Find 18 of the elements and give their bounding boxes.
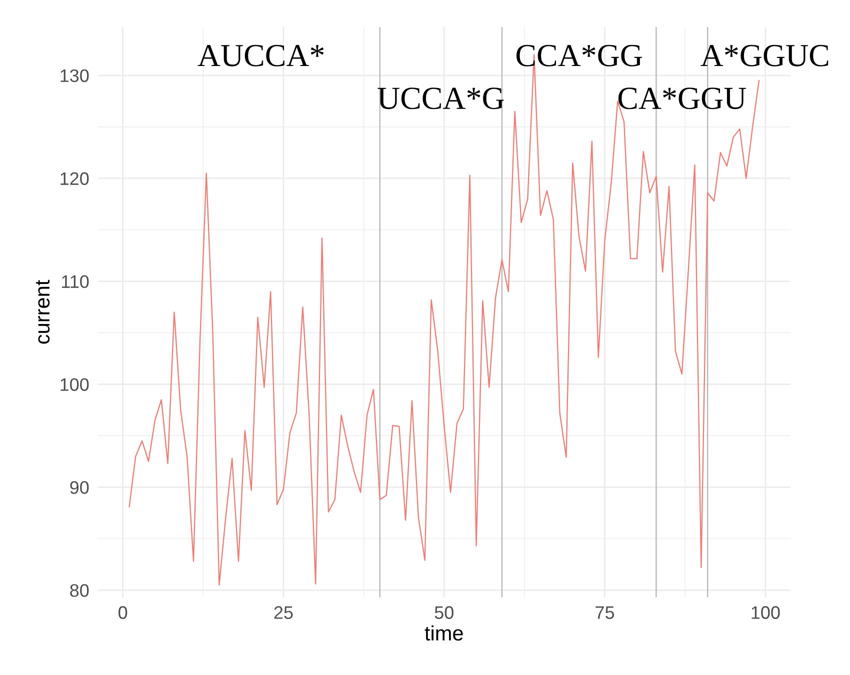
y-tick-label: 110 (62, 275, 89, 288)
y-tick-label: 80 (70, 584, 89, 597)
y-tick-label: 130 (60, 69, 89, 82)
x-tick-label: 25 (274, 606, 293, 619)
x-tick-label: 50 (434, 606, 454, 619)
y-tick-label: 100 (60, 378, 89, 391)
x-tick-label: 75 (596, 606, 614, 619)
annotation: CA*GGU (618, 88, 746, 110)
annotation: AUCCA* (198, 44, 324, 66)
annotation: CCA*GG (516, 44, 642, 66)
annotation: A*GGUC (700, 44, 828, 66)
y-tick-label: 120 (60, 172, 89, 186)
x-tick-label: 0 (118, 606, 128, 619)
y-axis-title: current (36, 280, 50, 344)
x-axis-title: time (424, 625, 463, 641)
annotation: UCCA*G (378, 88, 504, 110)
y-tick-label: 90 (70, 481, 89, 494)
x-tick-label: 100 (752, 606, 780, 619)
